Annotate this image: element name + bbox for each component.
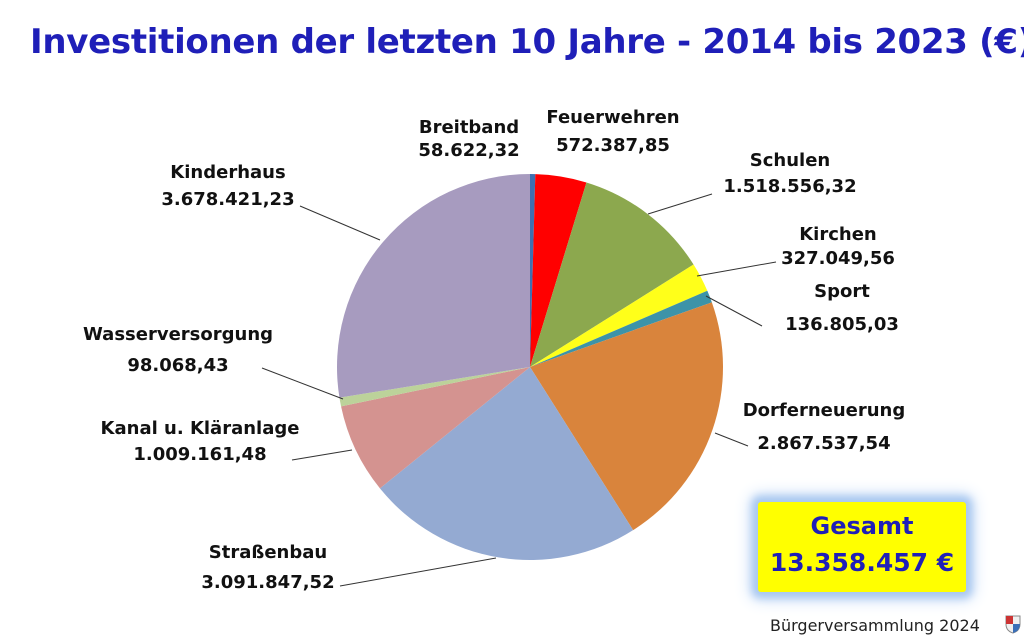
- slice-value-sport: 136.805,03: [785, 314, 899, 335]
- slice-label-kanal-u-kläranlage: Kanal u. Kläranlage: [101, 418, 300, 439]
- slice-value-schulen: 1.518.556,32: [723, 176, 856, 197]
- slice-label-kirchen: Kirchen: [799, 224, 877, 245]
- slice-value-breitband: 58.622,32: [418, 140, 519, 161]
- leader-line-wasserversorgung: [261, 367, 344, 400]
- slice-value-straßenbau: 3.091.847,52: [201, 572, 334, 593]
- leader-line-sport: [705, 295, 763, 327]
- slice-value-wasserversorgung: 98.068,43: [127, 355, 228, 376]
- slice-value-kinderhaus: 3.678.421,23: [161, 189, 294, 210]
- leader-line-schulen: [647, 193, 713, 215]
- slice-label-straßenbau: Straßenbau: [209, 542, 327, 563]
- pie-slice-kinderhaus: [337, 174, 530, 398]
- pie-slice-straßenbau: [379, 367, 634, 560]
- pie-slice-wasserversorgung: [339, 367, 530, 407]
- slice-label-kinderhaus: Kinderhaus: [170, 162, 285, 183]
- pie-slice-feuerwehren: [530, 174, 587, 367]
- slice-value-kirchen: 327.049,56: [781, 248, 895, 269]
- total-value: 13.358.457 €: [769, 548, 955, 577]
- coat-of-arms-icon: [1005, 615, 1021, 634]
- footer-text: Bürgerversammlung 2024: [770, 616, 980, 635]
- leader-line-kinderhaus: [299, 205, 381, 241]
- pie-slice-sport: [530, 290, 712, 367]
- slice-value-feuerwehren: 572.387,85: [556, 135, 670, 156]
- pie-slice-schulen: [530, 182, 694, 367]
- chart-title: Investitionen der letzten 10 Jahre - 201…: [30, 22, 1024, 62]
- leader-line-dorferneuerung: [714, 432, 749, 447]
- pie-slice-breitband: [530, 174, 536, 367]
- slice-value-kanal-u-kläranlage: 1.009.161,48: [133, 444, 266, 465]
- total-box: Gesamt 13.358.457 €: [758, 502, 966, 592]
- leader-line-kirchen: [696, 261, 777, 277]
- slice-label-sport: Sport: [814, 281, 870, 302]
- slice-label-feuerwehren: Feuerwehren: [546, 107, 679, 128]
- slice-value-dorferneuerung: 2.867.537,54: [757, 433, 890, 454]
- slice-label-wasserversorgung: Wasserversorgung: [83, 324, 273, 345]
- pie-slice-kirchen: [530, 264, 708, 367]
- slice-label-dorferneuerung: Dorferneuerung: [743, 400, 906, 421]
- pie-slice-dorferneuerung: [530, 302, 723, 531]
- leader-line-straßenbau: [339, 557, 497, 587]
- leader-line-kanal-u-kläranlage: [291, 449, 353, 461]
- pie-slice-kanal-u-kläranlage: [341, 367, 530, 489]
- slice-label-schulen: Schulen: [750, 150, 830, 171]
- total-label: Gesamt: [810, 512, 914, 540]
- slice-label-breitband: Breitband: [419, 117, 519, 138]
